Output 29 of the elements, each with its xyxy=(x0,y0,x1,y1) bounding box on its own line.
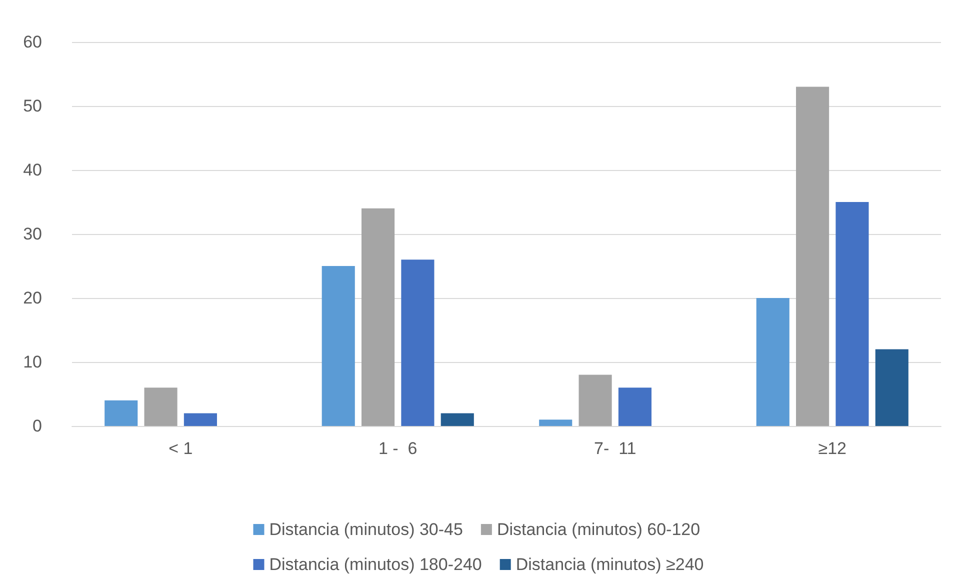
bar xyxy=(144,388,178,426)
y-tick-label: 40 xyxy=(23,160,42,180)
bar xyxy=(756,298,790,426)
bar xyxy=(578,374,612,426)
x-tick-label: 1 - 6 xyxy=(378,439,418,458)
bar xyxy=(362,208,395,426)
legend-label: Distancia (minutos) 180-240 xyxy=(269,555,482,574)
x-tick-label: ≥12 xyxy=(818,439,846,458)
legend-label: Distancia (minutos) 60-120 xyxy=(496,520,700,539)
x-tick-label: 7- 11 xyxy=(594,439,636,458)
x-tick-label: < 1 xyxy=(168,439,193,458)
legend-label: Distancia (minutos) 30-45 xyxy=(269,520,463,539)
y-tick-label: 20 xyxy=(23,288,42,308)
bar xyxy=(184,413,217,426)
bar xyxy=(440,413,474,426)
bar xyxy=(875,349,908,426)
bar xyxy=(836,202,869,426)
bar xyxy=(104,400,138,426)
bar xyxy=(618,388,652,426)
legend-label: Distancia (minutos) ≥240 xyxy=(516,555,704,574)
y-tick-label: 60 xyxy=(23,32,42,52)
bar xyxy=(796,86,830,426)
y-tick-label: 10 xyxy=(23,352,42,372)
y-tick-label: 0 xyxy=(32,416,42,436)
bar xyxy=(401,260,434,426)
y-tick-label: 30 xyxy=(23,224,42,244)
bar xyxy=(322,266,355,426)
y-tick-label: 50 xyxy=(23,96,42,116)
bar xyxy=(539,420,572,426)
